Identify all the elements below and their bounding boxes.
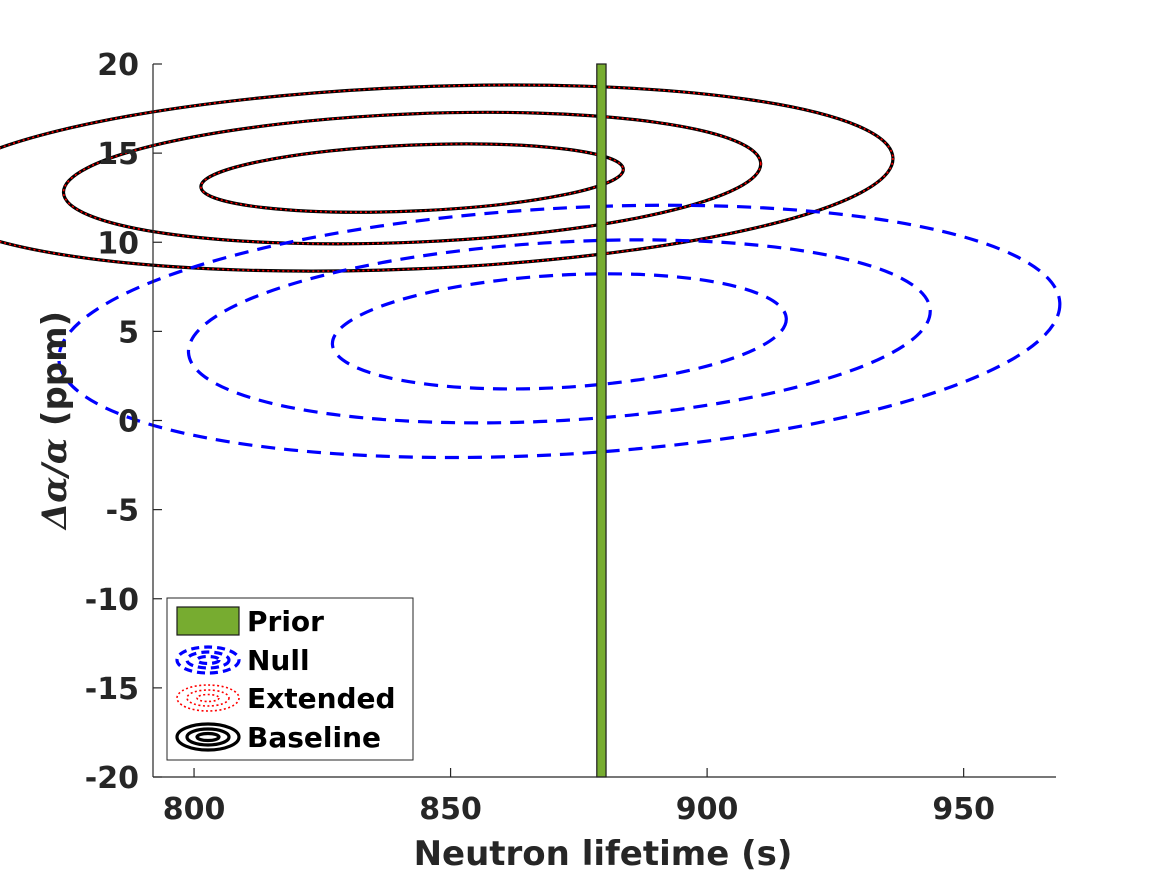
x-axis-label: Neutron lifetime (s)	[414, 834, 793, 874]
x-tick-label: 950	[932, 792, 995, 827]
legend-entry-null: Null	[175, 644, 310, 677]
extended-contour-1	[200, 143, 625, 213]
axes	[152, 63, 1056, 778]
y-tick-label: -20	[85, 761, 139, 796]
legend-swatch-baseline	[175, 722, 241, 752]
y-tick-label: -10	[85, 583, 139, 618]
x-tick-label: 900	[676, 792, 739, 827]
legend-entry-baseline: Baseline	[175, 721, 381, 754]
legend-entries: Prior Null Extended Baseline	[175, 605, 396, 754]
contour-layer	[0, 83, 1062, 460]
x-tick-label: 800	[163, 792, 226, 827]
extended-contour-3	[0, 84, 894, 272]
null-contour-2	[186, 238, 932, 425]
legend-label-extended: Extended	[247, 682, 396, 715]
y-tick-label: 20	[97, 48, 139, 83]
prior-layer	[596, 63, 607, 778]
x-tick-label: 850	[419, 792, 482, 827]
null-contour-1	[330, 272, 788, 391]
y-tick-label: 5	[118, 315, 139, 350]
y-axis-label-symbol: Δα/α	[35, 438, 75, 531]
y-tick-label: -5	[106, 494, 139, 529]
legend-label-prior: Prior	[247, 605, 324, 638]
tick-labels: 800 850 900 950 20 15 10 5 0 -5 -10 -15 -20	[85, 48, 995, 827]
y-tick-label: 15	[97, 137, 139, 172]
legend-swatch-extended	[176, 684, 240, 712]
extended-contour-2	[62, 111, 762, 245]
legend-entry-extended: Extended	[176, 682, 396, 715]
y-tick-label: 0	[118, 405, 139, 440]
legend-swatch-null	[175, 645, 241, 675]
prior-band	[596, 63, 607, 778]
null-contour-3	[57, 203, 1062, 460]
y-axis-label: Δα/α (ppm)	[35, 311, 75, 531]
legend-entry-prior: Prior	[176, 605, 324, 638]
y-tick-label: 10	[97, 226, 139, 261]
y-tick-label: -15	[85, 672, 139, 707]
legend-label-baseline: Baseline	[247, 721, 381, 754]
legend-label-null: Null	[247, 644, 310, 677]
legend: Prior Null Extended Baseline	[166, 597, 414, 761]
y-axis-label-unit: (ppm)	[35, 311, 75, 438]
legend-swatch-prior	[176, 606, 240, 636]
